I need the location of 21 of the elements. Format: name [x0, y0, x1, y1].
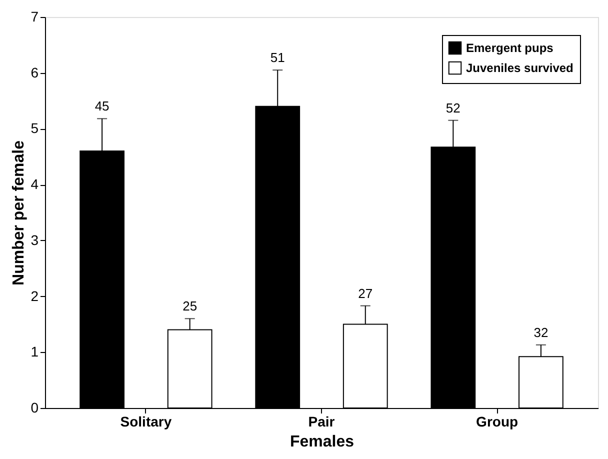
annotation: 45 [94, 98, 110, 114]
y-axis-title: Number per female [10, 140, 28, 286]
y-tick-label: 6 [30, 64, 39, 80]
x-tick-label: Solitary [120, 414, 172, 430]
y-tick-label: 3 [30, 232, 39, 248]
annotation: 27 [358, 286, 373, 301]
y-tick-label: 0 [30, 400, 39, 416]
legend-label: Emergent pups [466, 41, 554, 55]
legend-label: Juveniles survived [466, 61, 574, 75]
annotation: 52 [446, 100, 460, 116]
y-tick-label: 4 [30, 176, 39, 192]
y-tick-label: 5 [30, 120, 39, 136]
annotation: 25 [182, 298, 198, 314]
annotation: 32 [534, 324, 548, 340]
x-tick-label: Group [476, 414, 518, 430]
x-tick-label: Pair [308, 414, 336, 430]
annotation: 51 [270, 50, 285, 66]
y-tick-label: 7 [30, 8, 39, 24]
x-axis-title: Females [290, 434, 354, 450]
y-tick-label: 2 [30, 288, 39, 304]
y-tick-label: 1 [30, 344, 39, 360]
